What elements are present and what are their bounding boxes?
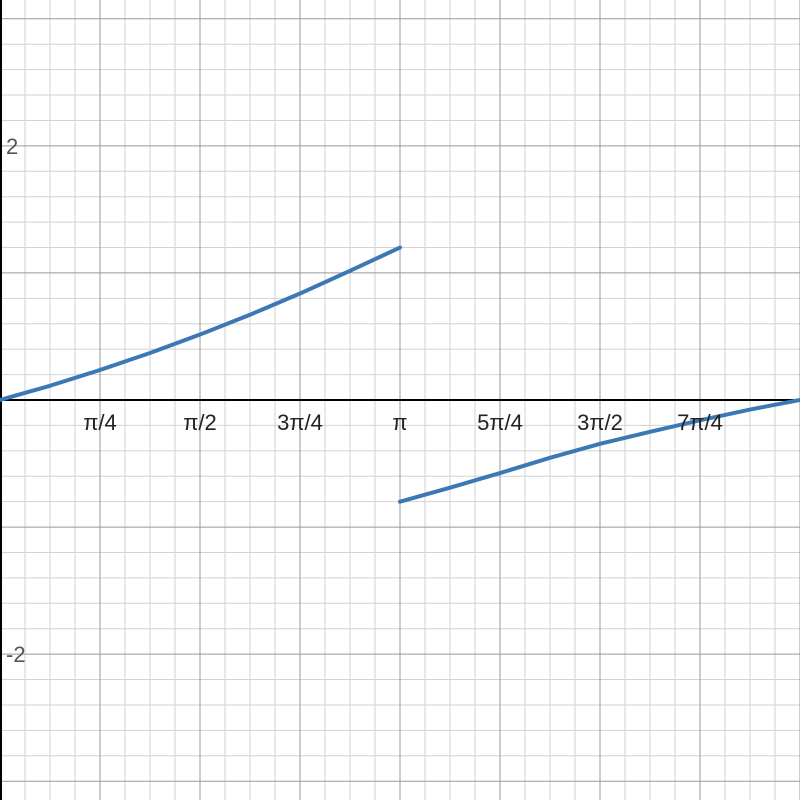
y-tick-labels: 2 -2 — [6, 134, 26, 667]
x-tick-label: π/4 — [83, 410, 117, 435]
x-tick-label: 3π/4 — [277, 410, 323, 435]
x-tick-labels: π/4 π/2 3π/4 π 5π/4 3π/2 7π/4 — [83, 410, 723, 435]
x-tick-label: π/2 — [183, 410, 217, 435]
curve-segment-2 — [398, 398, 800, 504]
y-tick-label: 2 — [6, 134, 18, 159]
x-tick-label: 3π/2 — [577, 410, 623, 435]
x-tick-label: 7π/4 — [677, 410, 723, 435]
y-tick-label: -2 — [6, 642, 26, 667]
curves — [0, 245, 800, 504]
curve-segment-1 — [0, 245, 402, 402]
x-tick-label: 5π/4 — [477, 410, 523, 435]
x-tick-label: π — [392, 410, 407, 435]
